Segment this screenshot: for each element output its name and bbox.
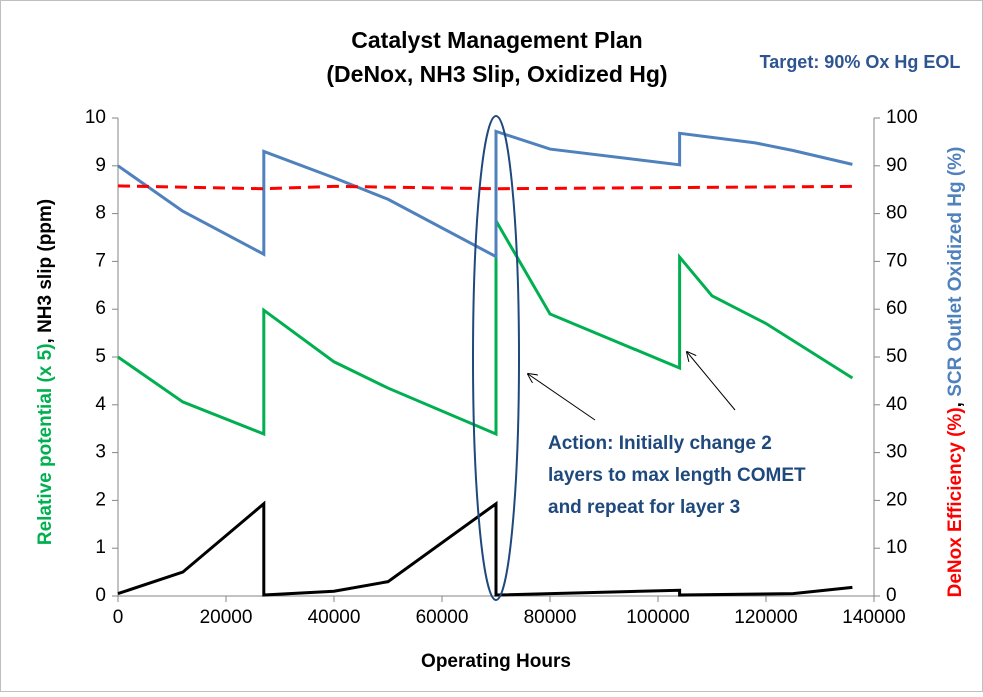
y-tick-label: 10 — [85, 107, 106, 128]
chart-title: Catalyst Management Plan — [351, 27, 642, 53]
x-tick-label: 20000 — [200, 607, 253, 628]
arrow — [528, 374, 596, 421]
x-tick-label: 40000 — [308, 607, 361, 628]
x-tick-label: 100000 — [626, 607, 689, 628]
x-tick-label: 140000 — [842, 607, 905, 628]
y-tick-label: 9 — [95, 155, 106, 176]
y2-axis-label: DeNox Efficiency (%), SCR Outlet Oxidize… — [945, 147, 966, 598]
annotation: Action: Initially change 2 — [548, 433, 772, 454]
y2-tick-label: 90 — [886, 155, 907, 176]
x-tick-label: 60000 — [416, 607, 469, 628]
series-line — [117, 215, 854, 437]
x-tick-label: 0 — [113, 607, 124, 628]
y2-tick-label: 80 — [886, 203, 907, 224]
y2-tick-label: 40 — [886, 394, 907, 415]
y-tick-label: 7 — [95, 250, 106, 271]
y2-tick-label: 0 — [886, 585, 897, 606]
annotation: Target: 90% Ox Hg EOL — [760, 52, 961, 72]
chart-title: (DeNox, NH3 Slip, Oxidized Hg) — [326, 61, 667, 87]
x-tick-label: 80000 — [524, 607, 577, 628]
series-line — [117, 500, 853, 597]
y-axis-label: Relative potential (x 5), NH3 slip (ppm) — [35, 199, 56, 545]
annotation: and repeat for layer 3 — [548, 497, 740, 518]
y-tick-label: 4 — [95, 394, 106, 415]
y-tick-label: 3 — [95, 442, 106, 463]
annotation: layers to max length COMET — [548, 465, 806, 486]
y2-tick-label: 20 — [886, 489, 907, 510]
series-line — [117, 129, 853, 260]
y-tick-label: 8 — [95, 203, 106, 224]
y-tick-label: 1 — [95, 537, 106, 558]
y-tick-label: 5 — [95, 346, 106, 367]
x-tick-label: 120000 — [734, 607, 797, 628]
y-tick-label: 6 — [95, 298, 106, 319]
y2-tick-label: 50 — [886, 346, 907, 367]
y2-tick-label: 60 — [886, 298, 907, 319]
arrow — [687, 352, 736, 411]
y2-axis-label-part: SCR Outlet Oxidized Hg (%) — [945, 147, 966, 397]
y2-tick-label: 10 — [886, 537, 907, 558]
x-axis-label: Operating Hours — [421, 651, 571, 672]
y2-axis-label-part: DeNox Efficiency (%) — [945, 407, 966, 597]
y2-tick-label: 30 — [886, 442, 907, 463]
y2-axis-label-part: , — [945, 397, 966, 408]
y-axis-label-part: Relative potential (x 5) — [35, 343, 56, 545]
y-tick-label: 0 — [95, 585, 106, 606]
series-line — [117, 184, 853, 191]
y2-tick-label: 100 — [886, 107, 918, 128]
highlight-ellipse — [472, 115, 520, 601]
y-axis-label-part: , NH3 slip (ppm) — [35, 199, 56, 344]
y2-tick-label: 70 — [886, 250, 907, 271]
y-tick-label: 2 — [95, 489, 106, 510]
